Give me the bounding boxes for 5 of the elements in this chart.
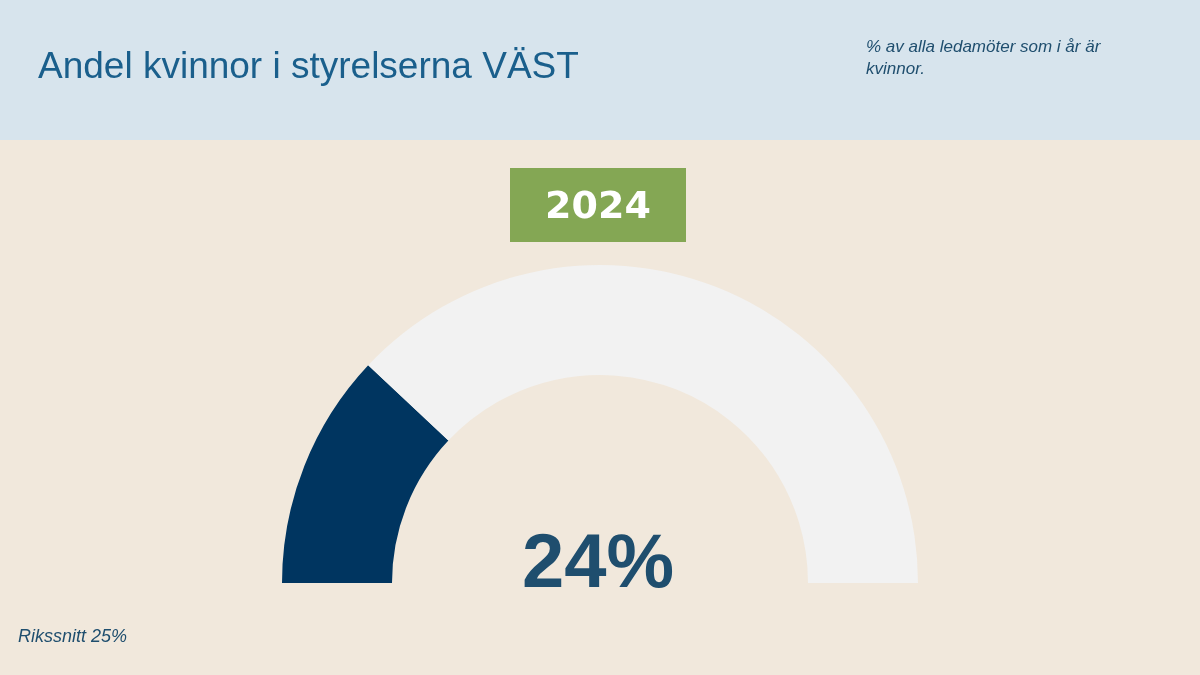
text: 2024 bbox=[545, 183, 651, 227]
chart-title: Andel kvinnor i styrelserna VÄST bbox=[38, 45, 579, 86]
text: Rikssnitt 25% bbox=[18, 626, 128, 646]
text: 24% bbox=[521, 518, 675, 603]
text: % av alla ledamöter som i år är kvinnor. bbox=[866, 37, 1102, 78]
